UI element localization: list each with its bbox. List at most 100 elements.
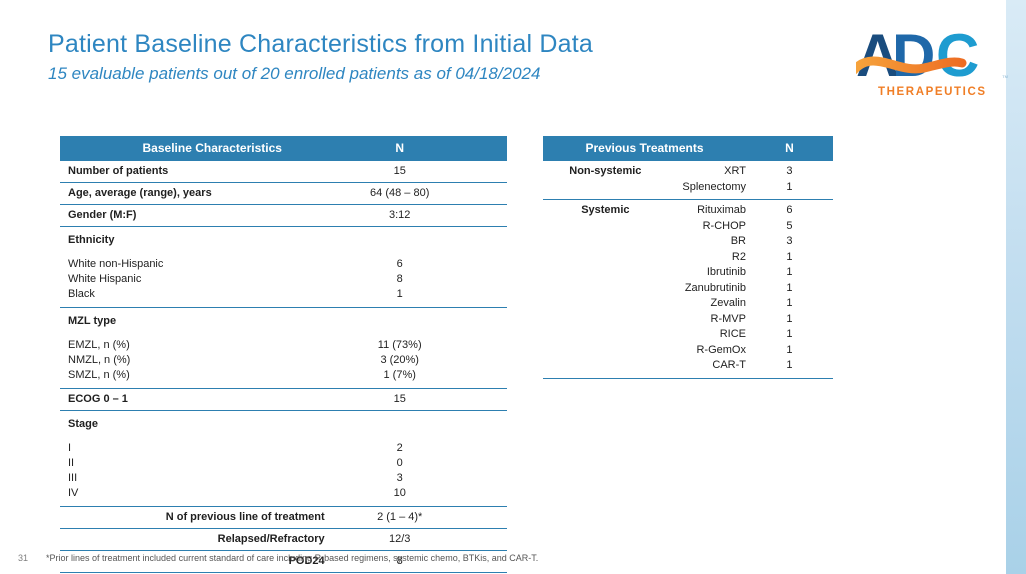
row-label: Age, average (range), years	[68, 187, 212, 199]
treatment-group: Systemic Rituximab 6 R-CHOP 5 BR 3 R2 1 Ibrutinib…	[543, 200, 833, 379]
row-value: 8	[396, 273, 403, 285]
treatment-name: Ibrutinib	[706, 266, 746, 278]
baseline-group-row: Ethnicity White non-Hispanic 6 White Hispan…	[60, 227, 507, 308]
row-label: III	[68, 472, 78, 484]
adc-therapeutics-logo: A D C THERAPEUTICS TM	[856, 22, 1008, 106]
slide-title: Patient Baseline Characteristics from In…	[48, 30, 593, 58]
treatment-value: 1	[786, 281, 793, 294]
treatment-name: RICE	[719, 328, 746, 340]
treatment-value: 3	[786, 165, 793, 177]
row-value: 64 (48 – 80)	[370, 187, 430, 199]
treatment-group: Non-systemic XRT 3 Splenectomy 1	[543, 161, 833, 200]
row-label: N of previous line of treatment	[165, 511, 325, 523]
row-label: EMZL, n (%)	[68, 339, 130, 351]
row-label: I	[68, 442, 72, 454]
treatment-category: Non-systemic	[569, 165, 642, 177]
treatment-value: 3	[786, 235, 793, 247]
treatment-name: Rituximab	[697, 204, 746, 216]
group-label: Stage	[68, 418, 98, 430]
logo-letter-a: A	[856, 22, 899, 84]
row-label: II	[68, 457, 75, 469]
baseline-subrow: NMZL, n (%) 3 (20%)	[60, 353, 507, 368]
row-label: SMZL, n (%)	[68, 369, 130, 381]
treatment-value: 6	[786, 204, 793, 216]
row-value: 1	[396, 288, 403, 300]
baseline-row: N of previous line of treatment 2 (1 – 4)…	[60, 507, 507, 529]
treatments-table-rows: Non-systemic XRT 3 Splenectomy 1 Systemic Ritu…	[543, 161, 833, 379]
treatments-header-label: Previous Treatments	[585, 140, 704, 155]
baseline-subrow: White non-Hispanic 6	[60, 257, 507, 272]
baseline-subrow: IV 10	[60, 486, 507, 501]
row-value: 15	[393, 393, 406, 405]
treatment-name: Zevalin	[710, 297, 746, 309]
treatment-name: XRT	[724, 165, 746, 177]
footnote: *Prior lines of treatment included curre…	[46, 553, 539, 563]
row-label: White Hispanic	[68, 273, 142, 285]
treatment-name: R-GemOx	[696, 343, 746, 356]
logo-subtext: THERAPEUTICS	[878, 86, 987, 98]
row-label: NMZL, n (%)	[68, 354, 131, 366]
treatment-value: 1	[786, 180, 793, 193]
baseline-characteristics-table: Baseline Characteristics N Number of pat…	[60, 136, 507, 573]
logo-letter-d: D	[892, 22, 935, 84]
logo-trademark: TM	[1002, 74, 1008, 79]
baseline-subrow: SMZL, n (%) 1 (7%)	[60, 368, 507, 383]
logo-letter-c: C	[936, 22, 979, 84]
row-value: 3:12	[389, 209, 411, 221]
treatment-value: 1	[786, 266, 793, 278]
row-value: 3 (20%)	[380, 354, 419, 366]
treatment-name: Splenectomy	[682, 180, 746, 193]
row-label: Black	[68, 288, 95, 300]
baseline-table-rows: Number of patients 15 Age, average (range)…	[60, 161, 507, 573]
treatment-value: 1	[786, 343, 793, 356]
row-label: ECOG 0 – 1	[68, 393, 128, 405]
row-label: IV	[68, 487, 79, 499]
group-label: Ethnicity	[68, 234, 115, 246]
slide-subtitle: 15 evaluable patients out of 20 enrolled…	[48, 64, 541, 83]
treatment-category: Systemic	[581, 204, 630, 216]
logo-swoosh-icon	[856, 56, 967, 75]
baseline-subrow: EMZL, n (%) 11 (73%)	[60, 338, 507, 353]
baseline-header-label: Baseline Characteristics	[142, 141, 282, 155]
treatment-name: CAR-T	[712, 359, 746, 371]
row-value: 10	[393, 487, 406, 499]
row-label: Number of patients	[68, 165, 169, 177]
row-label: POD24	[288, 555, 325, 567]
treatment-value: 1	[786, 297, 793, 309]
treatment-name: Zanubrutinib	[684, 281, 746, 294]
baseline-subrow: III 3	[60, 471, 507, 486]
group-label: MZL type	[68, 315, 117, 327]
baseline-table-header: Baseline Characteristics N	[60, 136, 507, 161]
row-value: 2	[396, 442, 403, 454]
row-value: 0	[396, 457, 403, 469]
treatments-table-header: Previous Treatments N	[543, 136, 833, 161]
right-edge-decoration	[1003, 0, 1026, 574]
treatment-value: 1	[786, 250, 793, 263]
treatment-value: 5	[786, 219, 793, 232]
row-value: 8	[396, 555, 403, 567]
row-value: 2 (1 – 4)*	[377, 511, 423, 523]
treatment-value: 1	[786, 359, 793, 371]
baseline-header-n: N	[395, 141, 405, 155]
row-value: 3	[396, 472, 403, 484]
baseline-subrow: White Hispanic 8	[60, 272, 507, 287]
row-label: Gender (M:F)	[68, 209, 137, 221]
row-value: 1 (7%)	[383, 369, 416, 381]
treatment-name: R-CHOP	[702, 219, 746, 232]
row-value: 12/3	[389, 533, 411, 545]
treatment-name: BR	[730, 235, 746, 247]
baseline-row: ECOG 0 – 1 15	[60, 389, 507, 411]
baseline-group-row: MZL type EMZL, n (%) 11 (73%) NMZL, n (%) 3 …	[60, 308, 507, 389]
adc-logo-icon: A D C	[856, 22, 979, 84]
treatment-name: R-MVP	[710, 312, 746, 325]
treatment-value: 1	[786, 312, 793, 325]
row-value: 15	[393, 165, 406, 177]
baseline-row: Age, average (range), years 64 (48 – 80)	[60, 183, 507, 205]
treatments-header-n: N	[785, 140, 794, 155]
baseline-row: POD24 8	[60, 551, 507, 573]
baseline-row: Relapsed/Refractory 12/3	[60, 529, 507, 551]
baseline-group-row: Stage I 2 II 0 III 3 IV 10	[60, 411, 507, 507]
page-number: 31	[18, 553, 29, 563]
baseline-subrow: II 0	[60, 456, 507, 471]
